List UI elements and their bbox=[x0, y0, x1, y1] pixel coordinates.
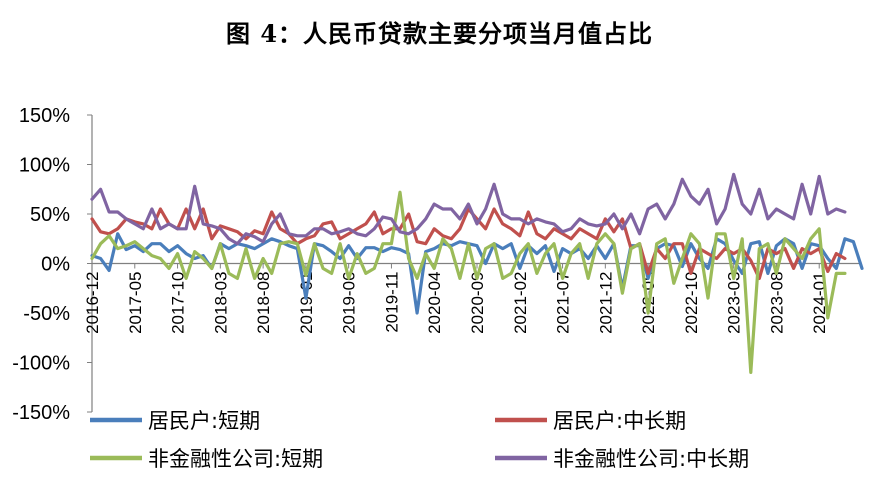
x-tick-label: 2021-07 bbox=[554, 272, 573, 334]
legend-label: 居民户:中长期 bbox=[553, 409, 686, 433]
x-tick-label: 2020-04 bbox=[425, 272, 444, 334]
x-tick-label: 2021-02 bbox=[511, 272, 530, 334]
chart-title: 图 4：人民币贷款主要分项当月值占比 bbox=[225, 19, 654, 48]
x-tick-label: 2022-10 bbox=[682, 272, 701, 334]
x-tick-label: 2019-01 bbox=[297, 272, 316, 334]
x-tick-label: 2018-03 bbox=[211, 272, 230, 334]
x-tick-label: 2023-08 bbox=[767, 272, 786, 334]
y-tick-label: 50% bbox=[30, 204, 70, 226]
legend-label: 居民户:短期 bbox=[148, 409, 260, 433]
y-tick-label: 100% bbox=[19, 155, 70, 177]
y-axis-ticks: 150% 100% 50% 0% -50% -100% -150% bbox=[12, 105, 92, 424]
series-line-2 bbox=[90, 207, 847, 280]
series-line-3 bbox=[90, 190, 847, 374]
x-tick-label: 2016-12 bbox=[83, 272, 102, 334]
series-line-4 bbox=[90, 172, 847, 246]
x-tick-label: 2023-03 bbox=[725, 272, 744, 334]
x-tick-label: 2017-05 bbox=[126, 272, 145, 334]
x-tick-label: 2018-08 bbox=[254, 272, 273, 334]
series-lines bbox=[90, 172, 864, 374]
y-tick-label: -150% bbox=[12, 402, 70, 424]
y-tick-label: 150% bbox=[19, 105, 70, 127]
y-tick-label: -50% bbox=[23, 303, 70, 325]
y-tick-label: -100% bbox=[12, 353, 70, 375]
legend-label: 非金融性公司:中长期 bbox=[553, 447, 749, 471]
x-tick-label: 2017-10 bbox=[169, 272, 188, 334]
x-tick-label: 2020-09 bbox=[468, 272, 487, 334]
x-tick-label: 2019-06 bbox=[340, 272, 359, 334]
x-tick-label: 2019-11 bbox=[382, 272, 401, 333]
legend-label: 非金融性公司:短期 bbox=[148, 447, 323, 471]
x-axis-ticks: 2016-12 2017-05 2017-10 2018-03 2018-08 2019-… bbox=[83, 263, 829, 334]
y-tick-label: 0% bbox=[41, 254, 70, 276]
x-tick-label: 2021-12 bbox=[596, 272, 615, 334]
